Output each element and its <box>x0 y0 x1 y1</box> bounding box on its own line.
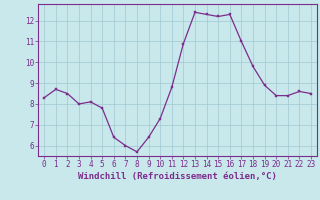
X-axis label: Windchill (Refroidissement éolien,°C): Windchill (Refroidissement éolien,°C) <box>78 172 277 181</box>
